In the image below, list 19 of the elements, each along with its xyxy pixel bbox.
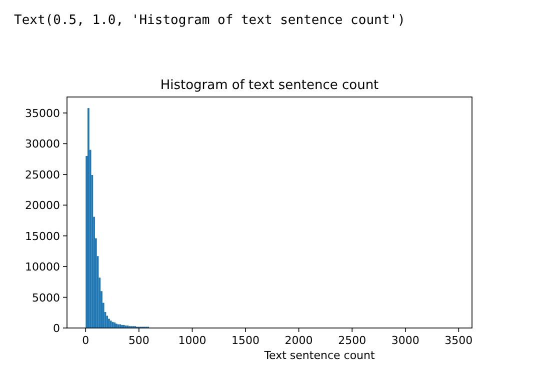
- x-tick-label: 500: [128, 334, 150, 347]
- x-tick-label: 2500: [338, 334, 366, 347]
- y-tick-label: 15000: [25, 230, 60, 243]
- x-tick-label: 3500: [444, 334, 473, 347]
- y-tick-label: 10000: [25, 260, 60, 274]
- chart-title: Histogram of text sentence count: [160, 78, 379, 93]
- y-tick-label: 0: [53, 322, 60, 335]
- x-tick-label: 1000: [178, 334, 206, 347]
- x-axis-title: Text sentence count: [263, 349, 376, 362]
- text: Text(0.5, 1.0, 'Histogram of text sentence count'): [14, 13, 406, 28]
- y-tick-label: 35000: [25, 106, 60, 120]
- x-tick-label: 1500: [232, 334, 260, 347]
- x-tick-label: 3000: [391, 334, 420, 347]
- y-tick-label: 5000: [32, 291, 60, 304]
- y-tick-label: 30000: [25, 138, 60, 151]
- x-tick-label: 0: [82, 334, 90, 347]
- y-tick-label: 25000: [25, 168, 60, 182]
- y-tick-label: 20000: [25, 199, 60, 212]
- x-tick-label: 2000: [284, 334, 313, 347]
